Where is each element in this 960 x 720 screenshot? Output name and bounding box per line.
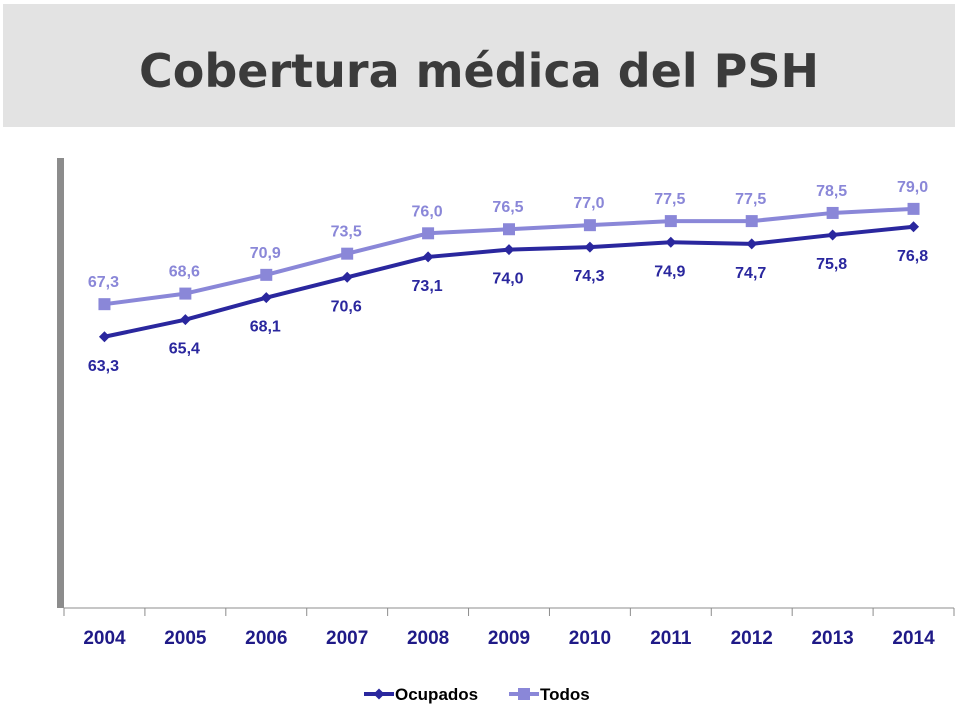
data-point-ocupados <box>341 271 353 283</box>
legend-item-ocupados: Ocupados <box>364 685 478 704</box>
data-point-todos <box>664 215 677 228</box>
data-label-todos: 79,0 <box>897 179 928 196</box>
data-label-ocupados: 75,8 <box>816 256 847 273</box>
x-tick-label: 2011 <box>650 628 692 649</box>
legend-item-todos: Todos <box>509 685 590 704</box>
data-point-ocupados <box>665 236 677 248</box>
data-point-ocupados <box>827 229 839 241</box>
data-point-ocupados <box>179 314 191 326</box>
x-tick-label: 2012 <box>731 628 773 649</box>
data-label-todos: 76,0 <box>412 203 443 220</box>
series-layer <box>98 202 920 343</box>
x-tick-label: 2009 <box>488 628 530 649</box>
x-tick-label: 2004 <box>83 628 126 649</box>
legend-layer: Ocupados Todos <box>364 685 590 704</box>
page-title: Cobertura médica del PSH <box>138 44 820 98</box>
legend-marker <box>518 688 530 700</box>
title-bar: Cobertura médica del PSH <box>3 4 955 127</box>
data-point-ocupados <box>746 238 758 250</box>
data-label-todos: 77,0 <box>573 195 604 212</box>
chart-left-rule <box>57 158 64 608</box>
x-tick-label: 2006 <box>245 628 287 649</box>
data-label-todos: 67,3 <box>88 274 119 291</box>
label-layer: 67,3 68,6 70,9 73,5 76,0 76,5 77,0 77,5 77,5 78,5… <box>88 179 928 375</box>
data-label-ocupados: 76,8 <box>897 248 928 265</box>
legend-marker <box>373 688 385 700</box>
data-point-todos <box>260 268 273 281</box>
data-point-ocupados <box>422 251 434 263</box>
x-tick-label: 2013 <box>811 628 853 649</box>
data-point-ocupados <box>908 221 920 233</box>
data-label-ocupados: 68,1 <box>250 319 281 336</box>
data-label-ocupados: 74,0 <box>492 271 523 288</box>
data-label-ocupados: 74,9 <box>654 263 685 280</box>
series-line-todos <box>104 206 914 307</box>
data-label-todos: 77,5 <box>735 191 766 208</box>
data-label-ocupados: 65,4 <box>169 341 200 358</box>
data-point-ocupados <box>260 292 272 304</box>
data-point-todos <box>341 247 354 260</box>
data-point-todos <box>503 223 515 236</box>
data-label-ocupados: 74,3 <box>573 268 604 285</box>
axis-layer: 2004 2005 2006 2007 2008 2009 2010 2011 2012 2013… <box>63 607 955 649</box>
data-label-todos: 73,5 <box>331 224 362 241</box>
legend-label: Todos <box>540 685 590 704</box>
data-point-todos <box>907 202 920 215</box>
data-label-ocupados: 70,6 <box>331 298 362 315</box>
data-point-todos <box>422 227 435 240</box>
data-point-todos <box>179 287 192 300</box>
x-tick-label: 2014 <box>892 628 935 649</box>
x-tick-label: 2007 <box>326 628 368 649</box>
x-tick-label: 2010 <box>569 628 611 649</box>
data-label-ocupados: 74,7 <box>735 265 766 282</box>
data-label-todos: 76,5 <box>492 199 523 216</box>
data-point-ocupados <box>503 244 515 256</box>
data-label-todos: 68,6 <box>169 264 200 281</box>
data-point-todos <box>745 215 758 228</box>
data-point-todos <box>826 206 839 219</box>
x-tick-label: 2005 <box>164 628 207 649</box>
data-point-ocupados <box>584 241 596 253</box>
x-tick-label: 2008 <box>407 628 449 649</box>
data-label-todos: 77,5 <box>654 191 685 208</box>
data-label-todos: 70,9 <box>250 245 281 262</box>
data-label-ocupados: 73,1 <box>412 278 443 295</box>
legend-label: Ocupados <box>395 685 478 704</box>
data-point-todos <box>583 219 596 232</box>
data-point-todos <box>98 298 111 311</box>
data-point-ocupados <box>98 331 110 343</box>
data-label-ocupados: 63,3 <box>88 358 119 375</box>
data-label-todos: 78,5 <box>816 183 847 200</box>
